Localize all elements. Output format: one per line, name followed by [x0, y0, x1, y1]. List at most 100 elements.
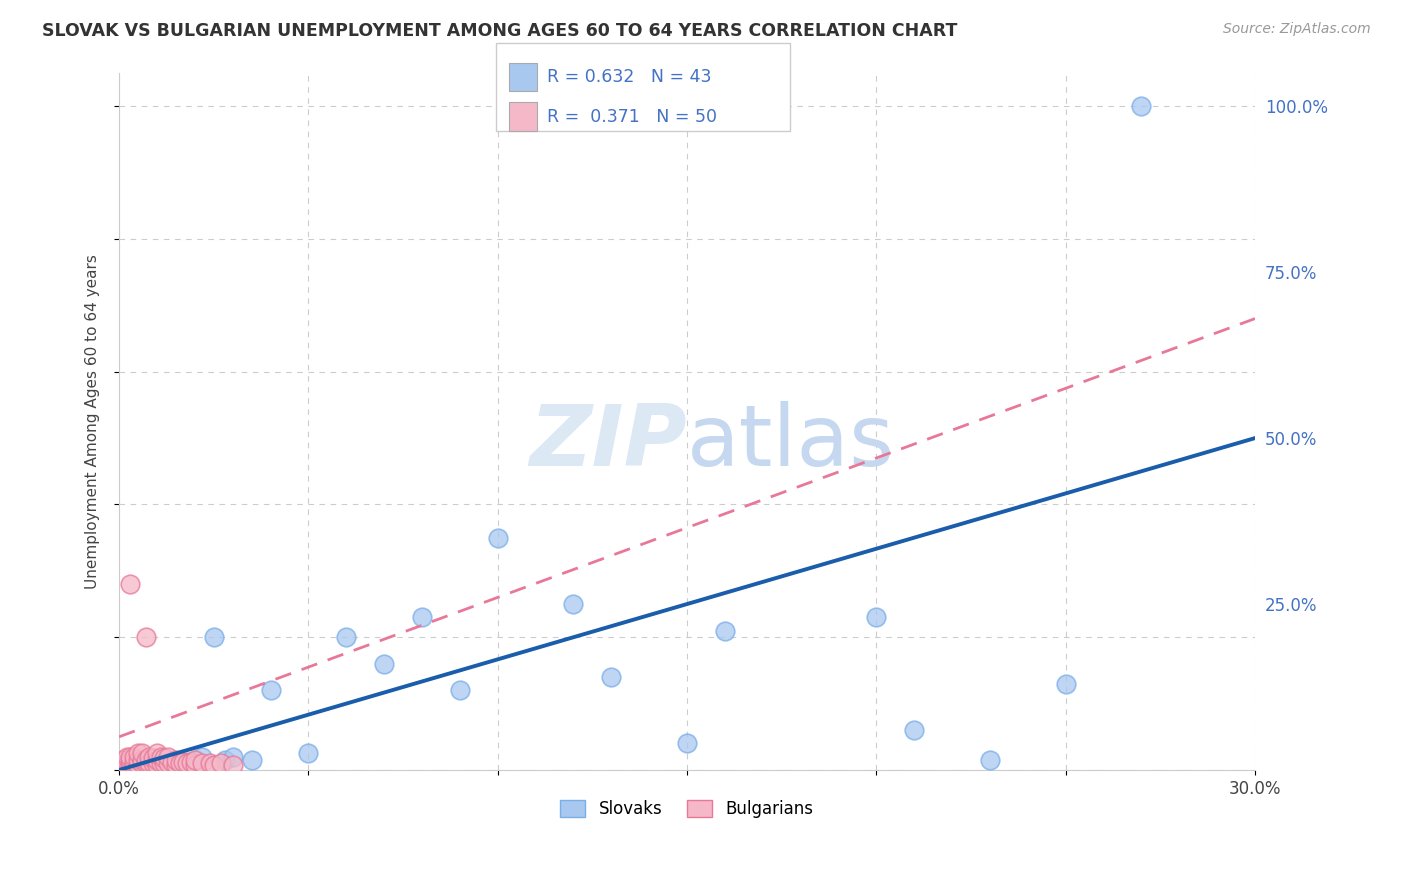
Point [142, 756, 165, 771]
Point [127, 760, 149, 774]
Point [562, 597, 585, 611]
Point [111, 761, 134, 775]
Point [138, 759, 160, 773]
Point [115, 760, 138, 774]
Point [138, 755, 160, 769]
Point [160, 756, 183, 771]
Point [111, 760, 134, 774]
Point [142, 751, 165, 765]
Point [120, 577, 142, 591]
Point [169, 756, 191, 771]
Point [138, 756, 160, 771]
Point [198, 756, 221, 771]
Text: atlas: atlas [688, 401, 896, 483]
Point [184, 757, 207, 772]
Point [135, 756, 157, 771]
Point [600, 670, 623, 684]
Point [214, 753, 236, 767]
Point [131, 753, 153, 767]
Point [153, 751, 176, 765]
Point [120, 753, 142, 767]
Point [122, 755, 145, 769]
Point [120, 757, 142, 772]
Point [714, 624, 737, 638]
Point [449, 683, 471, 698]
Point [135, 753, 157, 767]
Point [131, 757, 153, 772]
Point [411, 610, 433, 624]
Point [115, 749, 138, 764]
Point [335, 630, 357, 644]
Point [169, 757, 191, 772]
Point [176, 755, 198, 769]
Point [120, 749, 142, 764]
Point [165, 753, 187, 767]
Point [146, 757, 169, 772]
Text: R = 0.632   N = 43: R = 0.632 N = 43 [547, 68, 711, 86]
Point [165, 755, 187, 769]
Point [865, 610, 887, 624]
Point [146, 753, 169, 767]
Point [486, 531, 509, 545]
Point [297, 747, 319, 761]
Text: ZIP: ZIP [530, 401, 688, 483]
Point [373, 657, 395, 671]
Point [1054, 676, 1077, 690]
Point [153, 757, 176, 772]
Point [127, 757, 149, 772]
Point [146, 747, 169, 761]
Text: Source: ZipAtlas.com: Source: ZipAtlas.com [1223, 22, 1371, 37]
Point [191, 756, 214, 771]
Point [180, 755, 202, 769]
Point [122, 757, 145, 772]
Point [146, 757, 169, 772]
Legend: Slovaks, Bulgarians: Slovaks, Bulgarians [554, 793, 821, 824]
Point [142, 756, 165, 771]
Point [160, 755, 183, 769]
Point [115, 757, 138, 772]
Point [1130, 99, 1153, 113]
Point [120, 759, 142, 773]
Text: R =  0.371   N = 50: R = 0.371 N = 50 [547, 108, 717, 126]
Point [157, 756, 180, 771]
Point [157, 755, 180, 769]
Point [127, 756, 149, 771]
Point [127, 747, 149, 761]
Point [149, 756, 172, 771]
Point [111, 753, 134, 767]
Point [122, 749, 145, 764]
Point [153, 756, 176, 771]
Point [138, 749, 160, 764]
Point [240, 753, 263, 767]
Y-axis label: Unemployment Among Ages 60 to 64 years: Unemployment Among Ages 60 to 64 years [86, 254, 100, 589]
Point [172, 755, 194, 769]
Point [903, 723, 925, 738]
Point [221, 757, 243, 772]
Point [202, 630, 225, 644]
Point [111, 756, 134, 771]
Point [120, 756, 142, 771]
Point [157, 749, 180, 764]
Point [135, 630, 157, 644]
Point [149, 749, 172, 764]
Point [115, 755, 138, 769]
Point [135, 758, 157, 772]
Point [122, 759, 145, 773]
Point [131, 747, 153, 761]
Point [209, 756, 232, 771]
Point [165, 757, 187, 772]
Point [979, 753, 1001, 767]
Point [172, 756, 194, 771]
Point [120, 760, 142, 774]
Point [184, 753, 207, 767]
Point [676, 736, 699, 750]
Point [131, 756, 153, 771]
Point [202, 757, 225, 772]
Point [127, 753, 149, 767]
Text: SLOVAK VS BULGARIAN UNEMPLOYMENT AMONG AGES 60 TO 64 YEARS CORRELATION CHART: SLOVAK VS BULGARIAN UNEMPLOYMENT AMONG A… [42, 22, 957, 40]
Point [221, 749, 243, 764]
Point [191, 749, 214, 764]
Point [259, 683, 281, 698]
Point [176, 756, 198, 771]
Point [184, 753, 207, 767]
